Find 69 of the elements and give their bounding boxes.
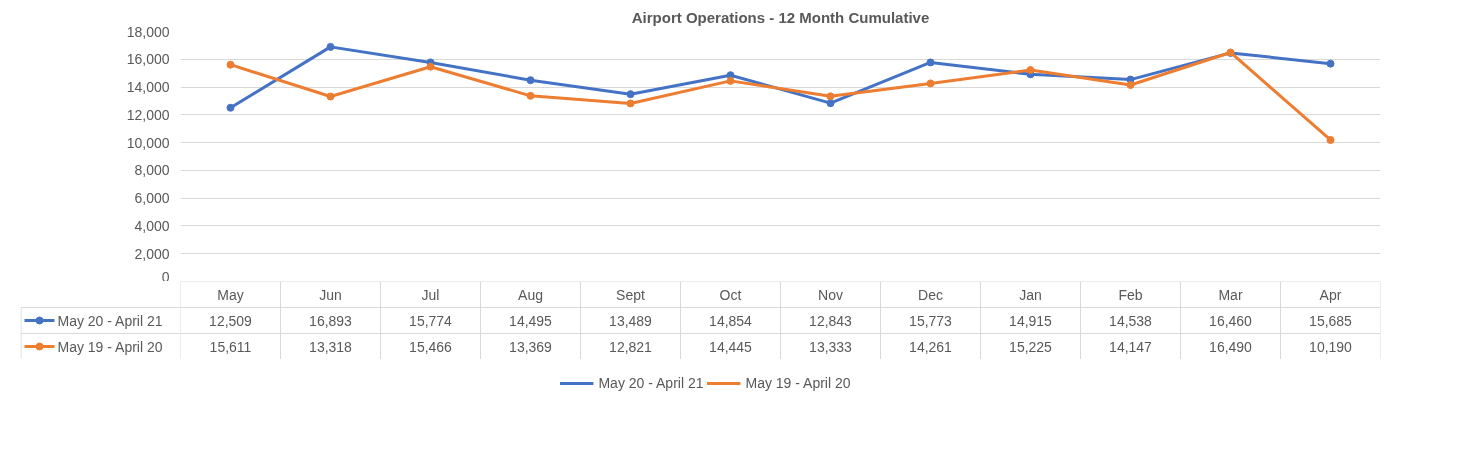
- x-tick-label: Dec: [918, 286, 943, 303]
- point: [226, 60, 235, 69]
- text: May 20 - April 21: [598, 375, 704, 391]
- data-label: 14,445: [709, 338, 753, 355]
- data-label: 14,261: [909, 338, 953, 355]
- data-label: 13,489: [609, 312, 653, 329]
- point: [626, 99, 635, 108]
- text: May 19 - April 20: [745, 375, 851, 391]
- data-label: 13,318: [309, 338, 353, 355]
- data-label: 15,685: [1309, 312, 1353, 329]
- data-label: 16,460: [1209, 312, 1253, 329]
- x-tick-label: Mar: [1218, 286, 1243, 303]
- data-label: 15,466: [409, 338, 453, 355]
- y-tick-label: 2,000: [134, 245, 170, 262]
- x-tick-label: Jan: [1019, 286, 1042, 303]
- data-label: 16,490: [1209, 338, 1253, 355]
- legend-label: May 19 - April 20: [57, 338, 163, 355]
- data-label: 13,369: [509, 338, 553, 355]
- point: [726, 76, 735, 85]
- data-label: 15,611: [209, 338, 252, 355]
- y-tick-label: 18,000: [126, 23, 170, 40]
- point: [426, 62, 435, 71]
- data-label: 13,333: [809, 338, 853, 355]
- y-tick-label: 12,000: [126, 106, 170, 123]
- data-label: 14,915: [1009, 312, 1053, 329]
- point: [526, 76, 535, 85]
- point: [826, 92, 835, 101]
- y-tick-label: 16,000: [126, 51, 170, 68]
- y-tick-label: 6,000: [134, 190, 170, 207]
- point: [626, 90, 635, 99]
- data-label: 15,225: [1009, 338, 1053, 355]
- point: [926, 79, 935, 88]
- x-tick-label: Nov: [818, 286, 843, 303]
- data-label: 15,774: [409, 312, 453, 329]
- y-tick-label: 4,000: [134, 217, 170, 234]
- point: [926, 58, 935, 67]
- x-tick-label: Sept: [616, 286, 646, 303]
- chart-title: Airport Operations - 12 Month Cumulative: [631, 8, 930, 26]
- point: [526, 91, 535, 100]
- data-label: 14,495: [509, 312, 553, 329]
- y-tick-label: 14,000: [126, 79, 170, 96]
- point: [226, 103, 235, 112]
- data-label: 15,773: [909, 312, 953, 329]
- point: [1026, 66, 1035, 75]
- data-label: 16,893: [309, 312, 353, 329]
- data-label: 14,854: [709, 312, 753, 329]
- point: [1326, 135, 1335, 144]
- data-label: 12,821: [609, 338, 653, 355]
- data-label: 14,538: [1109, 312, 1153, 329]
- y-tick-label: 0: [161, 268, 170, 285]
- y-tick-label: 8,000: [134, 162, 170, 179]
- x-tick-label: Oct: [719, 286, 742, 303]
- legend-label: May 20 - April 21: [57, 312, 163, 329]
- data-label: 14,147: [1109, 338, 1153, 355]
- point: [1326, 59, 1335, 68]
- x-tick-label: Jun: [319, 286, 342, 303]
- point: [326, 42, 335, 51]
- data-label: 10,190: [1309, 338, 1353, 355]
- data-label: 12,843: [809, 312, 853, 329]
- x-tick-label: Jul: [421, 286, 440, 303]
- point: [326, 92, 335, 101]
- y-tick-label: 10,000: [126, 134, 170, 151]
- x-tick-label: Feb: [1118, 286, 1143, 303]
- point: [1126, 81, 1135, 90]
- x-tick-label: Aug: [518, 286, 543, 303]
- point: [826, 99, 835, 108]
- x-tick-label: Apr: [1319, 286, 1342, 303]
- data-label: 12,509: [209, 312, 253, 329]
- x-tick-label: May: [217, 286, 244, 303]
